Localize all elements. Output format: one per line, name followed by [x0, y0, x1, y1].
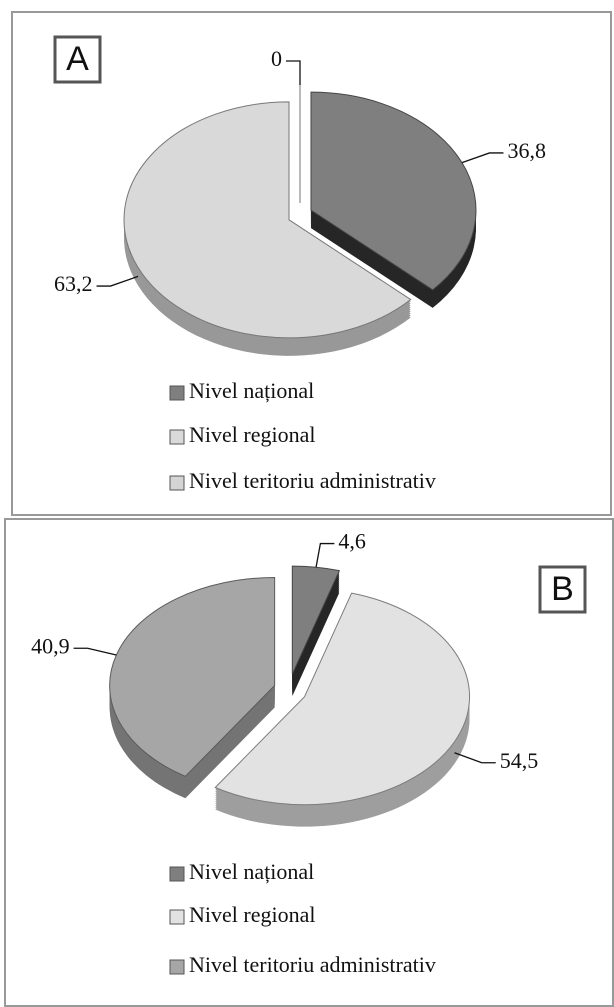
data-label: 0 — [271, 46, 282, 71]
leader-line — [73, 647, 117, 656]
legend-swatch — [169, 866, 185, 882]
panel-box — [538, 565, 587, 614]
slice — [291, 565, 341, 697]
legend-label: Nivel teritoriu administrativ — [189, 468, 436, 493]
legend-swatch — [169, 959, 185, 975]
slice-top — [291, 565, 341, 675]
data-label: 40,9 — [31, 633, 70, 658]
panel-label: A — [66, 40, 89, 78]
legend-swatch — [169, 909, 185, 925]
data-label: 36,8 — [507, 138, 546, 163]
slice-top — [123, 101, 412, 339]
slice — [123, 101, 412, 356]
leader-line — [461, 152, 504, 164]
panel-box — [53, 35, 102, 84]
data-label: 63,2 — [54, 271, 93, 296]
leader-line — [454, 752, 496, 764]
legend-label: Nivel teritoriu administrativ — [189, 952, 436, 977]
legend-swatch — [169, 429, 185, 445]
legend-label: Nivel național — [189, 859, 314, 884]
slice — [214, 592, 471, 827]
legend-label: Nivel regional — [189, 422, 315, 447]
legend-swatch — [169, 475, 185, 491]
data-label: 4,6 — [338, 529, 366, 554]
slice — [310, 91, 477, 308]
slice-top — [214, 592, 471, 806]
data-label: 54,5 — [500, 748, 538, 773]
legend-label: Nivel național — [189, 378, 314, 403]
legend-swatch — [169, 385, 185, 401]
leader-line — [96, 275, 139, 287]
leader-line — [286, 60, 301, 85]
leader-line — [315, 542, 335, 568]
legend-label: Nivel regional — [189, 902, 315, 927]
slice-top — [310, 91, 477, 291]
panel-label: B — [551, 570, 574, 608]
slice — [109, 576, 276, 799]
